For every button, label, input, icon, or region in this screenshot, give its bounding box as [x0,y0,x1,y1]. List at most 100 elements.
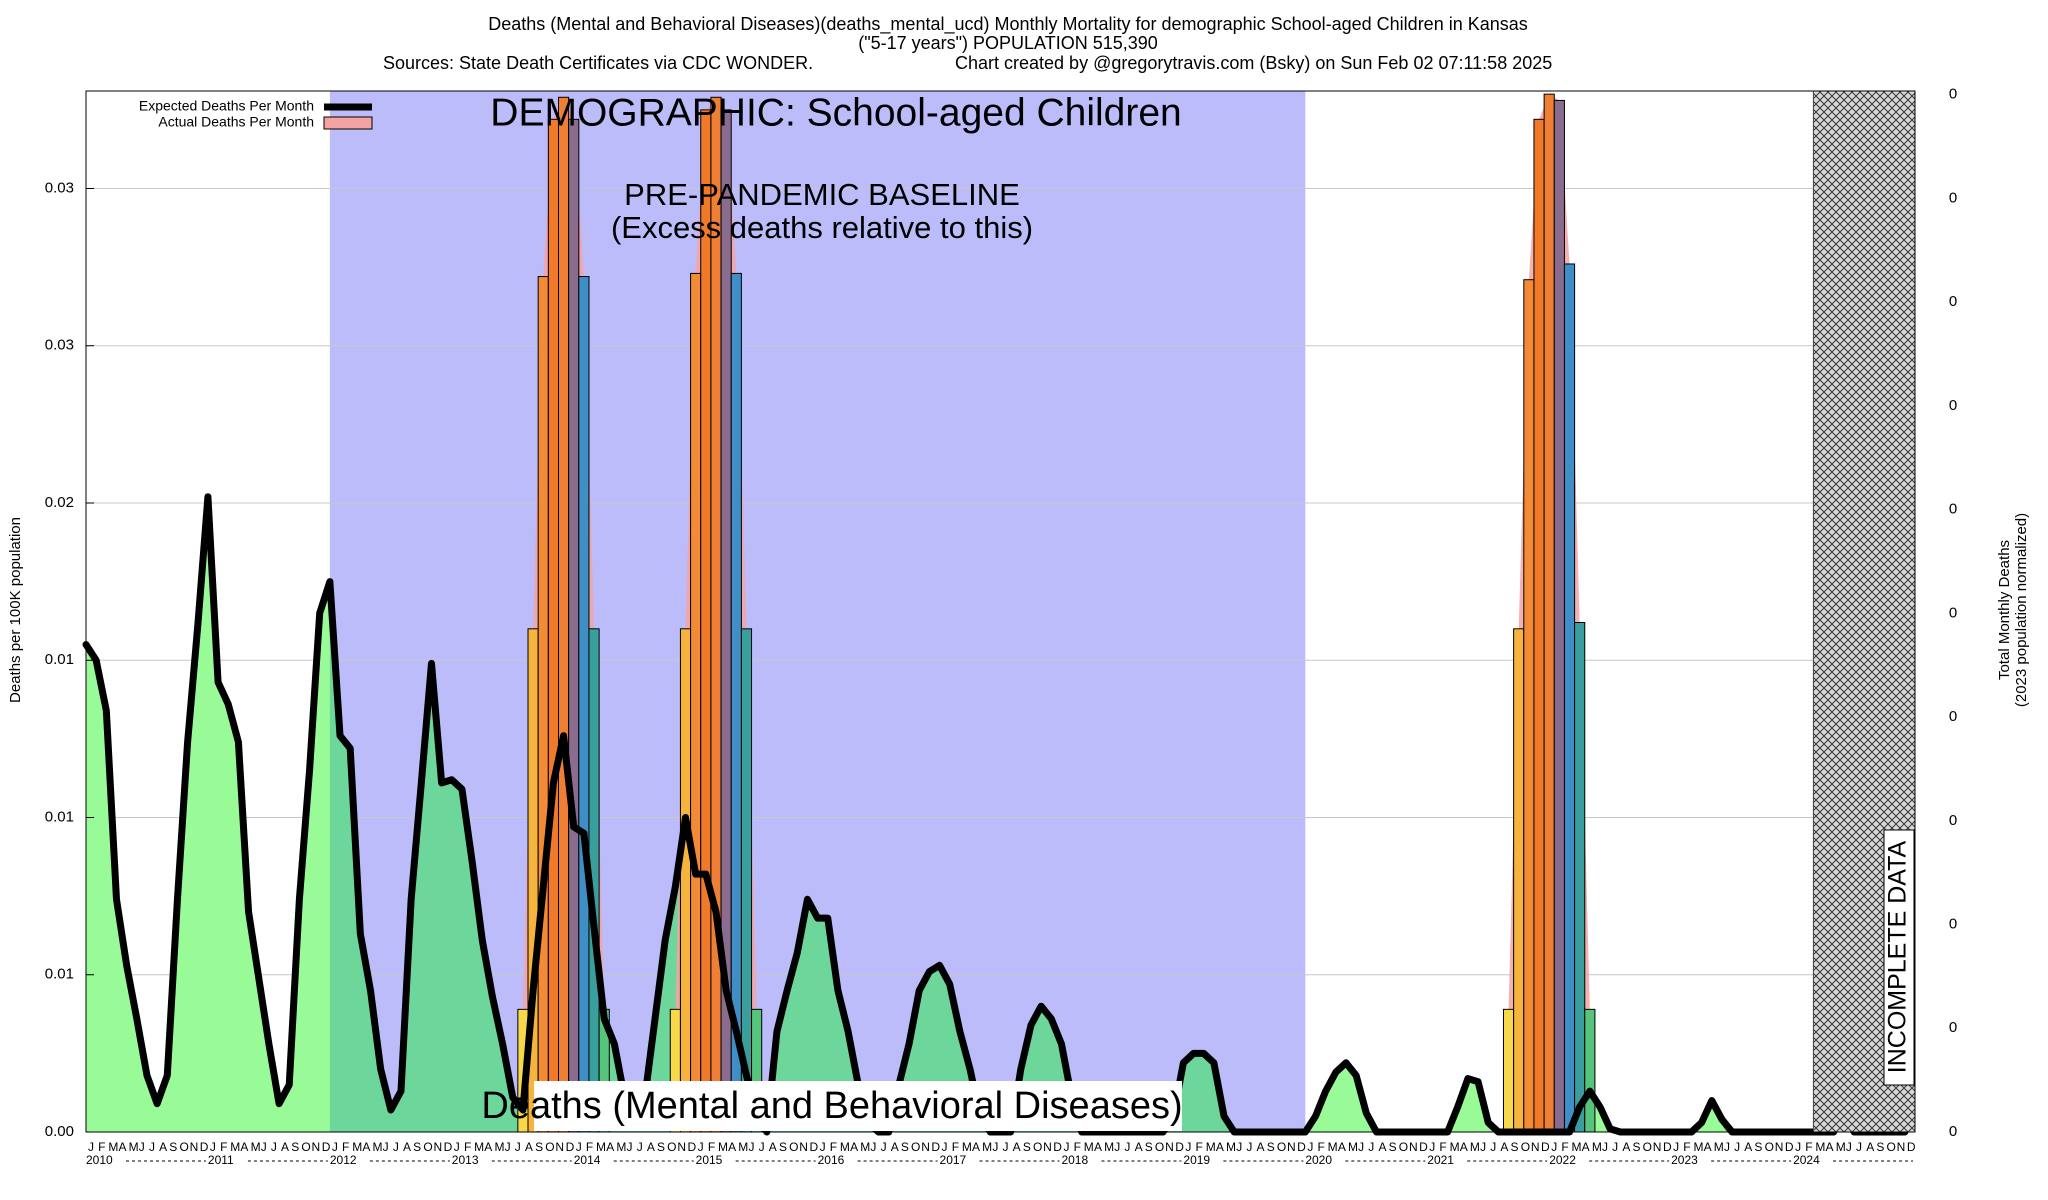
x-tick-label: J [210,1140,216,1154]
x-tick-label: M [1815,1140,1825,1154]
x-tick-label: A [484,1140,492,1154]
year-label: 2024 [1793,1153,1820,1167]
x-tick-label: O [1277,1140,1286,1154]
year-label: 2021 [1427,1153,1454,1167]
y2-tick-label: 0 [1949,1123,1957,1140]
x-tick-label: M [1104,1140,1114,1154]
x-tick-label: M [474,1140,484,1154]
x-tick-label: N [433,1140,442,1154]
actual-bar [1574,622,1586,1133]
x-tick-label: F [464,1140,471,1154]
x-tick-label: D [566,1140,575,1154]
x-tick-label: O [423,1140,432,1154]
actual-bar [1584,1008,1596,1133]
x-tick-label: D [688,1140,697,1154]
x-tick-label: J [1185,1140,1191,1154]
cause-label: Deaths (Mental and Behavioral Diseases) [481,1085,1182,1127]
y2-axis-label: (2023 population normalized) [2013,513,2030,707]
x-tick-label: J [1612,1140,1618,1154]
x-tick-label: A [1338,1140,1346,1154]
x-tick-label: A [1135,1140,1143,1154]
y-tick-label: 0.01 [45,966,74,983]
year-label: 2016 [818,1153,845,1167]
legend-swatch [323,116,373,130]
x-tick-label: S [1023,1140,1031,1154]
x-tick-label: M [840,1140,850,1154]
legend-label: Actual Deaths Per Month [158,114,314,130]
y2-tick-label: 0 [1949,812,1957,829]
y-tick-label: 0.01 [45,808,74,825]
x-tick-label: A [362,1140,370,1154]
x-tick-label: N [1653,1140,1662,1154]
x-tick-label: O [1033,1140,1042,1154]
x-tick-label: M [352,1140,362,1154]
x-tick-label: O [1765,1140,1774,1154]
x-tick-label: F [220,1140,227,1154]
y-tick-label: 0.03 [45,337,74,354]
y2-axis-label: Total Monthly Deaths [1996,540,2013,680]
x-tick-label: J [271,1140,277,1154]
x-tick-label: M [1470,1140,1480,1154]
x-tick-label: N [1409,1140,1418,1154]
x-tick-label: J [942,1140,948,1154]
x-tick-label: O [911,1140,920,1154]
x-tick-label: J [1368,1140,1374,1154]
x-tick-label: J [870,1140,876,1154]
actual-bar [537,276,549,1133]
x-tick-label: A [769,1140,777,1154]
x-tick-label: O [1521,1140,1530,1154]
x-tick-label: A [240,1140,248,1154]
x-tick-label: N [555,1140,564,1154]
y-tick-label: 0.01 [45,651,74,668]
actual-bar [568,118,580,1133]
x-tick-label: N [1775,1140,1784,1154]
x-tick-label: A [850,1140,858,1154]
y2-tick-label: 0 [1949,293,1957,310]
x-tick-label: S [1876,1140,1884,1154]
x-tick-label: D [1541,1140,1550,1154]
x-tick-label: A [1460,1140,1468,1154]
x-tick-label: J [748,1140,754,1154]
actual-bar [1563,263,1576,1133]
x-tick-label: A [1257,1140,1265,1154]
y2-tick-label: 0 [1949,604,1957,621]
credit: Chart created by @gregorytravis.com (Bsk… [955,53,1552,73]
y2-tick-label: 0 [1949,1019,1957,1036]
x-tick-label: A [647,1140,655,1154]
chart-subtitle: ("5-17 years") POPULATION 515,390 [858,33,1158,53]
x-tick-label: A [1500,1140,1508,1154]
x-tick-label: F [1439,1140,1446,1154]
x-tick-label: A [606,1140,614,1154]
x-tick-label: J [332,1140,338,1154]
x-tick-label: F [342,1140,349,1154]
x-tick-label: F [1074,1140,1081,1154]
x-tick-label: D [931,1140,940,1154]
x-tick-label: M [616,1140,626,1154]
x-tick-label: A [1378,1140,1386,1154]
x-tick-label: S [413,1140,421,1154]
actual-bar [700,109,712,1133]
x-tick-label: J [1795,1140,1801,1154]
actual-bar [557,96,570,1133]
x-tick-label: D [809,1140,818,1154]
x-tick-label: J [1673,1140,1679,1154]
x-tick-label: F [1561,1140,1568,1154]
x-tick-label: J [820,1140,826,1154]
y2-tick-label: 0 [1949,86,1957,103]
y2-tick-label: 0 [1949,916,1957,933]
x-tick-label: D [1663,1140,1672,1154]
x-tick-label: A [525,1140,533,1154]
year-label: 2020 [1305,1153,1332,1167]
x-tick-label: J [1490,1140,1496,1154]
year-label: 2018 [1061,1153,1088,1167]
x-tick-label: A [891,1140,899,1154]
x-tick-label: D [1785,1140,1794,1154]
year-label: 2015 [696,1153,723,1167]
incomplete-label-box [1883,829,1915,1086]
x-tick-label: M [1572,1140,1582,1154]
x-tick-label: N [1287,1140,1296,1154]
x-tick-label: M [718,1140,728,1154]
x-tick-label: J [383,1140,389,1154]
year-label: 2019 [1183,1153,1210,1167]
x-tick-label: F [1196,1140,1203,1154]
